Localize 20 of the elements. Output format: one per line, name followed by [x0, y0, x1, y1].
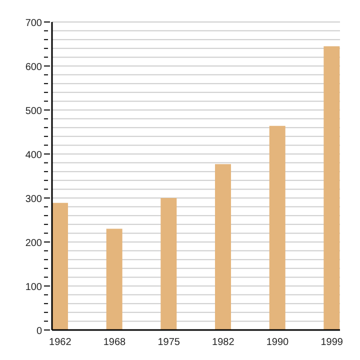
- bar: [160, 198, 177, 330]
- y-tick-label: 0: [36, 326, 42, 337]
- y-tick-label: 700: [25, 18, 42, 29]
- x-tick-label: 1975: [158, 337, 180, 348]
- y-tick-label: 200: [25, 238, 42, 249]
- x-tick-label: 1990: [266, 337, 290, 348]
- bar: [52, 202, 68, 330]
- bar: [215, 164, 231, 330]
- y-tick-label: 500: [25, 106, 42, 117]
- x-tick-label: 1962: [49, 337, 72, 348]
- x-tick-label: 1968: [103, 337, 126, 348]
- bar: [106, 228, 122, 330]
- bar: [269, 126, 286, 330]
- y-tick-label: 100: [25, 282, 42, 293]
- x-tick-label: 1999: [320, 337, 344, 348]
- x-tick-label: 1982: [212, 337, 235, 348]
- y-tick-label: 300: [25, 194, 42, 205]
- y-tick-label: 400: [25, 150, 42, 161]
- y-tick-label: 600: [25, 62, 42, 73]
- bar: [324, 46, 340, 330]
